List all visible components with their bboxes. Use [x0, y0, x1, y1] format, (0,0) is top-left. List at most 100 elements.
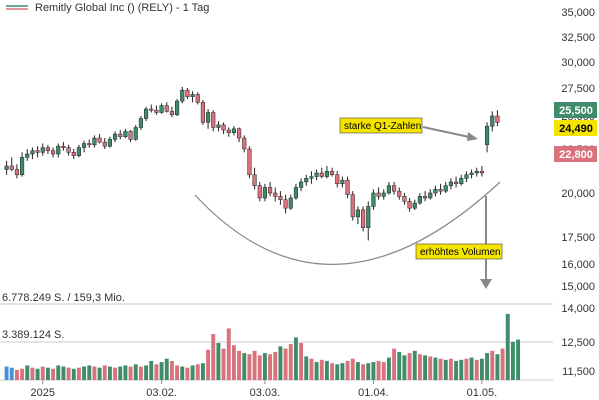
arrow-head-icon — [480, 279, 492, 289]
candle-body — [443, 185, 448, 192]
volume-bar — [71, 368, 76, 380]
y-tick-label: 32,500 — [561, 32, 595, 44]
volume-bar — [309, 358, 314, 380]
candle-body — [490, 115, 495, 127]
candle-body — [154, 109, 159, 113]
volume-bar — [278, 346, 283, 380]
volume-bar — [433, 357, 438, 380]
candle-body — [216, 124, 221, 128]
candle-body — [252, 174, 257, 186]
candle-body — [262, 187, 267, 199]
volume-bar — [76, 367, 81, 380]
candle-body — [361, 209, 366, 228]
annotation-volume-box — [415, 243, 503, 260]
candle-body — [133, 127, 138, 140]
candle-body — [76, 147, 81, 156]
y-tick-label: 11,500 — [562, 366, 595, 378]
volume-bar — [454, 360, 459, 380]
price-badge-label: 24,490 — [559, 123, 593, 135]
candle-body — [324, 170, 329, 177]
annotation-volume-text: erhöhtes Volumen — [420, 247, 501, 258]
candle-body — [340, 179, 345, 185]
volume-bar — [118, 366, 123, 380]
volume-bar — [283, 348, 288, 380]
candle-body — [423, 196, 428, 199]
volume-bar — [175, 365, 180, 380]
volume-bar — [61, 366, 66, 380]
price-badges: 25,500 24,490 22,800 — [554, 102, 597, 162]
volume-bar — [355, 362, 360, 380]
volume-bars — [4, 313, 521, 380]
candle-body — [495, 115, 500, 123]
trend-curve — [194, 181, 501, 265]
volume-bar — [386, 357, 391, 380]
y-tick-label: 20,000 — [561, 188, 595, 200]
candle-body — [376, 192, 381, 197]
candle-body — [128, 131, 133, 140]
candle-body — [469, 172, 474, 176]
volume-bar — [195, 364, 200, 380]
volume-bar — [448, 358, 453, 380]
candle-body — [355, 209, 360, 218]
candle-body — [237, 128, 242, 139]
candle-body — [268, 187, 273, 194]
candle-body — [386, 185, 391, 194]
volume-bar — [30, 367, 35, 380]
volume-bar — [216, 342, 221, 380]
volume-bar — [397, 351, 402, 380]
annotation-q1-arrow — [422, 126, 475, 139]
y-tick-label: 14,000 — [561, 303, 595, 315]
candle-body — [474, 170, 479, 174]
candle-body — [407, 201, 412, 209]
volume-bar — [206, 349, 211, 380]
volume-bar — [314, 362, 319, 380]
candle-body — [459, 178, 464, 185]
annotation-q1: starke Q1-Zahlen — [339, 117, 478, 141]
candle-body — [180, 89, 185, 102]
volume-bar — [335, 364, 340, 380]
volume-bar — [159, 362, 164, 380]
volume-bar — [350, 358, 355, 380]
volume-bar — [226, 328, 231, 380]
candle-body — [107, 139, 112, 147]
volume-bar — [469, 357, 474, 380]
volume-bar — [417, 354, 422, 380]
x-tick-label: 01.04. — [358, 387, 389, 399]
candle-body — [448, 181, 453, 186]
candle-body — [428, 192, 433, 199]
volume-bar — [113, 367, 118, 380]
candlesticks — [4, 86, 500, 241]
candle-body — [175, 100, 180, 116]
candle-body — [454, 181, 459, 185]
y-tick-label: 15,000 — [561, 281, 595, 293]
volume-bar — [381, 362, 386, 380]
annotation-volume: erhöhtes Volumen — [415, 196, 503, 289]
price-badge-label: 25,500 — [559, 105, 593, 117]
candle-body — [51, 150, 56, 155]
arrow-head-icon — [467, 132, 478, 141]
volume-bar — [345, 360, 350, 380]
volume-bar — [273, 351, 278, 380]
volume-bar — [293, 337, 298, 380]
volume-bar — [149, 360, 154, 380]
candle-body — [25, 153, 30, 158]
volume-bar — [164, 358, 169, 380]
volume-bar — [128, 366, 133, 380]
volume-bar — [438, 358, 443, 380]
candle-body — [226, 129, 231, 133]
volume-bar — [500, 348, 505, 380]
volume-bar — [200, 363, 205, 380]
volume-bar — [299, 342, 304, 380]
volume-bar — [66, 367, 71, 380]
volume-bar — [371, 362, 376, 380]
volume-bar — [324, 360, 329, 380]
volume-bar — [516, 339, 521, 380]
volume-bar — [211, 334, 216, 380]
volume-bar — [97, 367, 102, 380]
volume-bar — [14, 369, 19, 380]
volume-bar — [252, 350, 257, 380]
volume-bar — [231, 345, 236, 380]
candle-body — [14, 169, 19, 176]
volume-bar — [138, 366, 143, 380]
candle-body — [417, 196, 422, 204]
